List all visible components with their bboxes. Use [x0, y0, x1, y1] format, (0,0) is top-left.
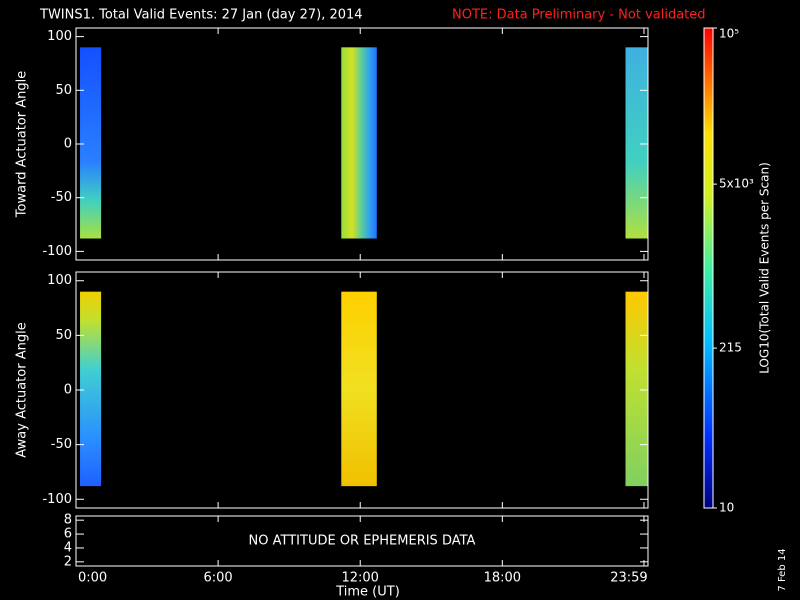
y-tick-label: -50: [51, 437, 72, 452]
colorbar-tick-label: 10: [719, 501, 734, 515]
data-block: [625, 291, 648, 487]
y-tick-label: -100: [42, 492, 72, 507]
x-tick-label: 23:59: [610, 571, 647, 586]
y-tick-label: 50: [55, 328, 72, 343]
date: 7 Feb 14: [777, 548, 788, 591]
y-tick-label: 0: [64, 137, 72, 152]
y-tick-label: -100: [42, 244, 72, 259]
annotation: NO ATTITUDE OR EPHEMERIS DATA: [249, 534, 476, 549]
y-tick-label: 100: [47, 29, 72, 44]
chart-title: TWINS1. Total Valid Events: 27 Jan (day …: [39, 8, 363, 23]
y-tick-label: 100: [47, 273, 72, 288]
data-block: [341, 291, 377, 487]
y-tick-label: 50: [55, 83, 72, 98]
colorbar-tick-label: 215: [719, 341, 742, 355]
y-tick-label: 8: [64, 513, 72, 528]
y-axis-label: Away Actuator Angle: [15, 322, 30, 457]
data-block: [625, 47, 648, 239]
x-tick-label: 6:00: [204, 571, 233, 586]
x-tick-label: 0:00: [78, 571, 107, 586]
colorbar: [703, 27, 714, 509]
x-axis-label: Time (UT): [335, 585, 400, 600]
y-tick-label: 0: [64, 383, 72, 398]
panel-frame: [75, 515, 649, 567]
colorbar-label: LOG10(Total Valid Events per Scan): [758, 162, 772, 374]
data-block: [80, 47, 102, 239]
colorbar-tick-label: 10⁵: [719, 27, 739, 41]
colorbar-tick-label: 5x10³: [719, 177, 754, 191]
y-tick-label: 2: [64, 554, 72, 569]
data-block: [341, 47, 377, 239]
y-tick-label: 6: [64, 527, 72, 542]
note: NOTE: Data Preliminary - Not validated: [452, 8, 706, 23]
y-tick-label: -50: [51, 190, 72, 205]
y-tick-label: 4: [64, 540, 72, 555]
y-axis-label: Toward Actuator Angle: [15, 71, 30, 218]
x-tick-label: 12:00: [341, 571, 378, 586]
data-block: [80, 291, 102, 487]
x-tick-label: 18:00: [484, 571, 521, 586]
